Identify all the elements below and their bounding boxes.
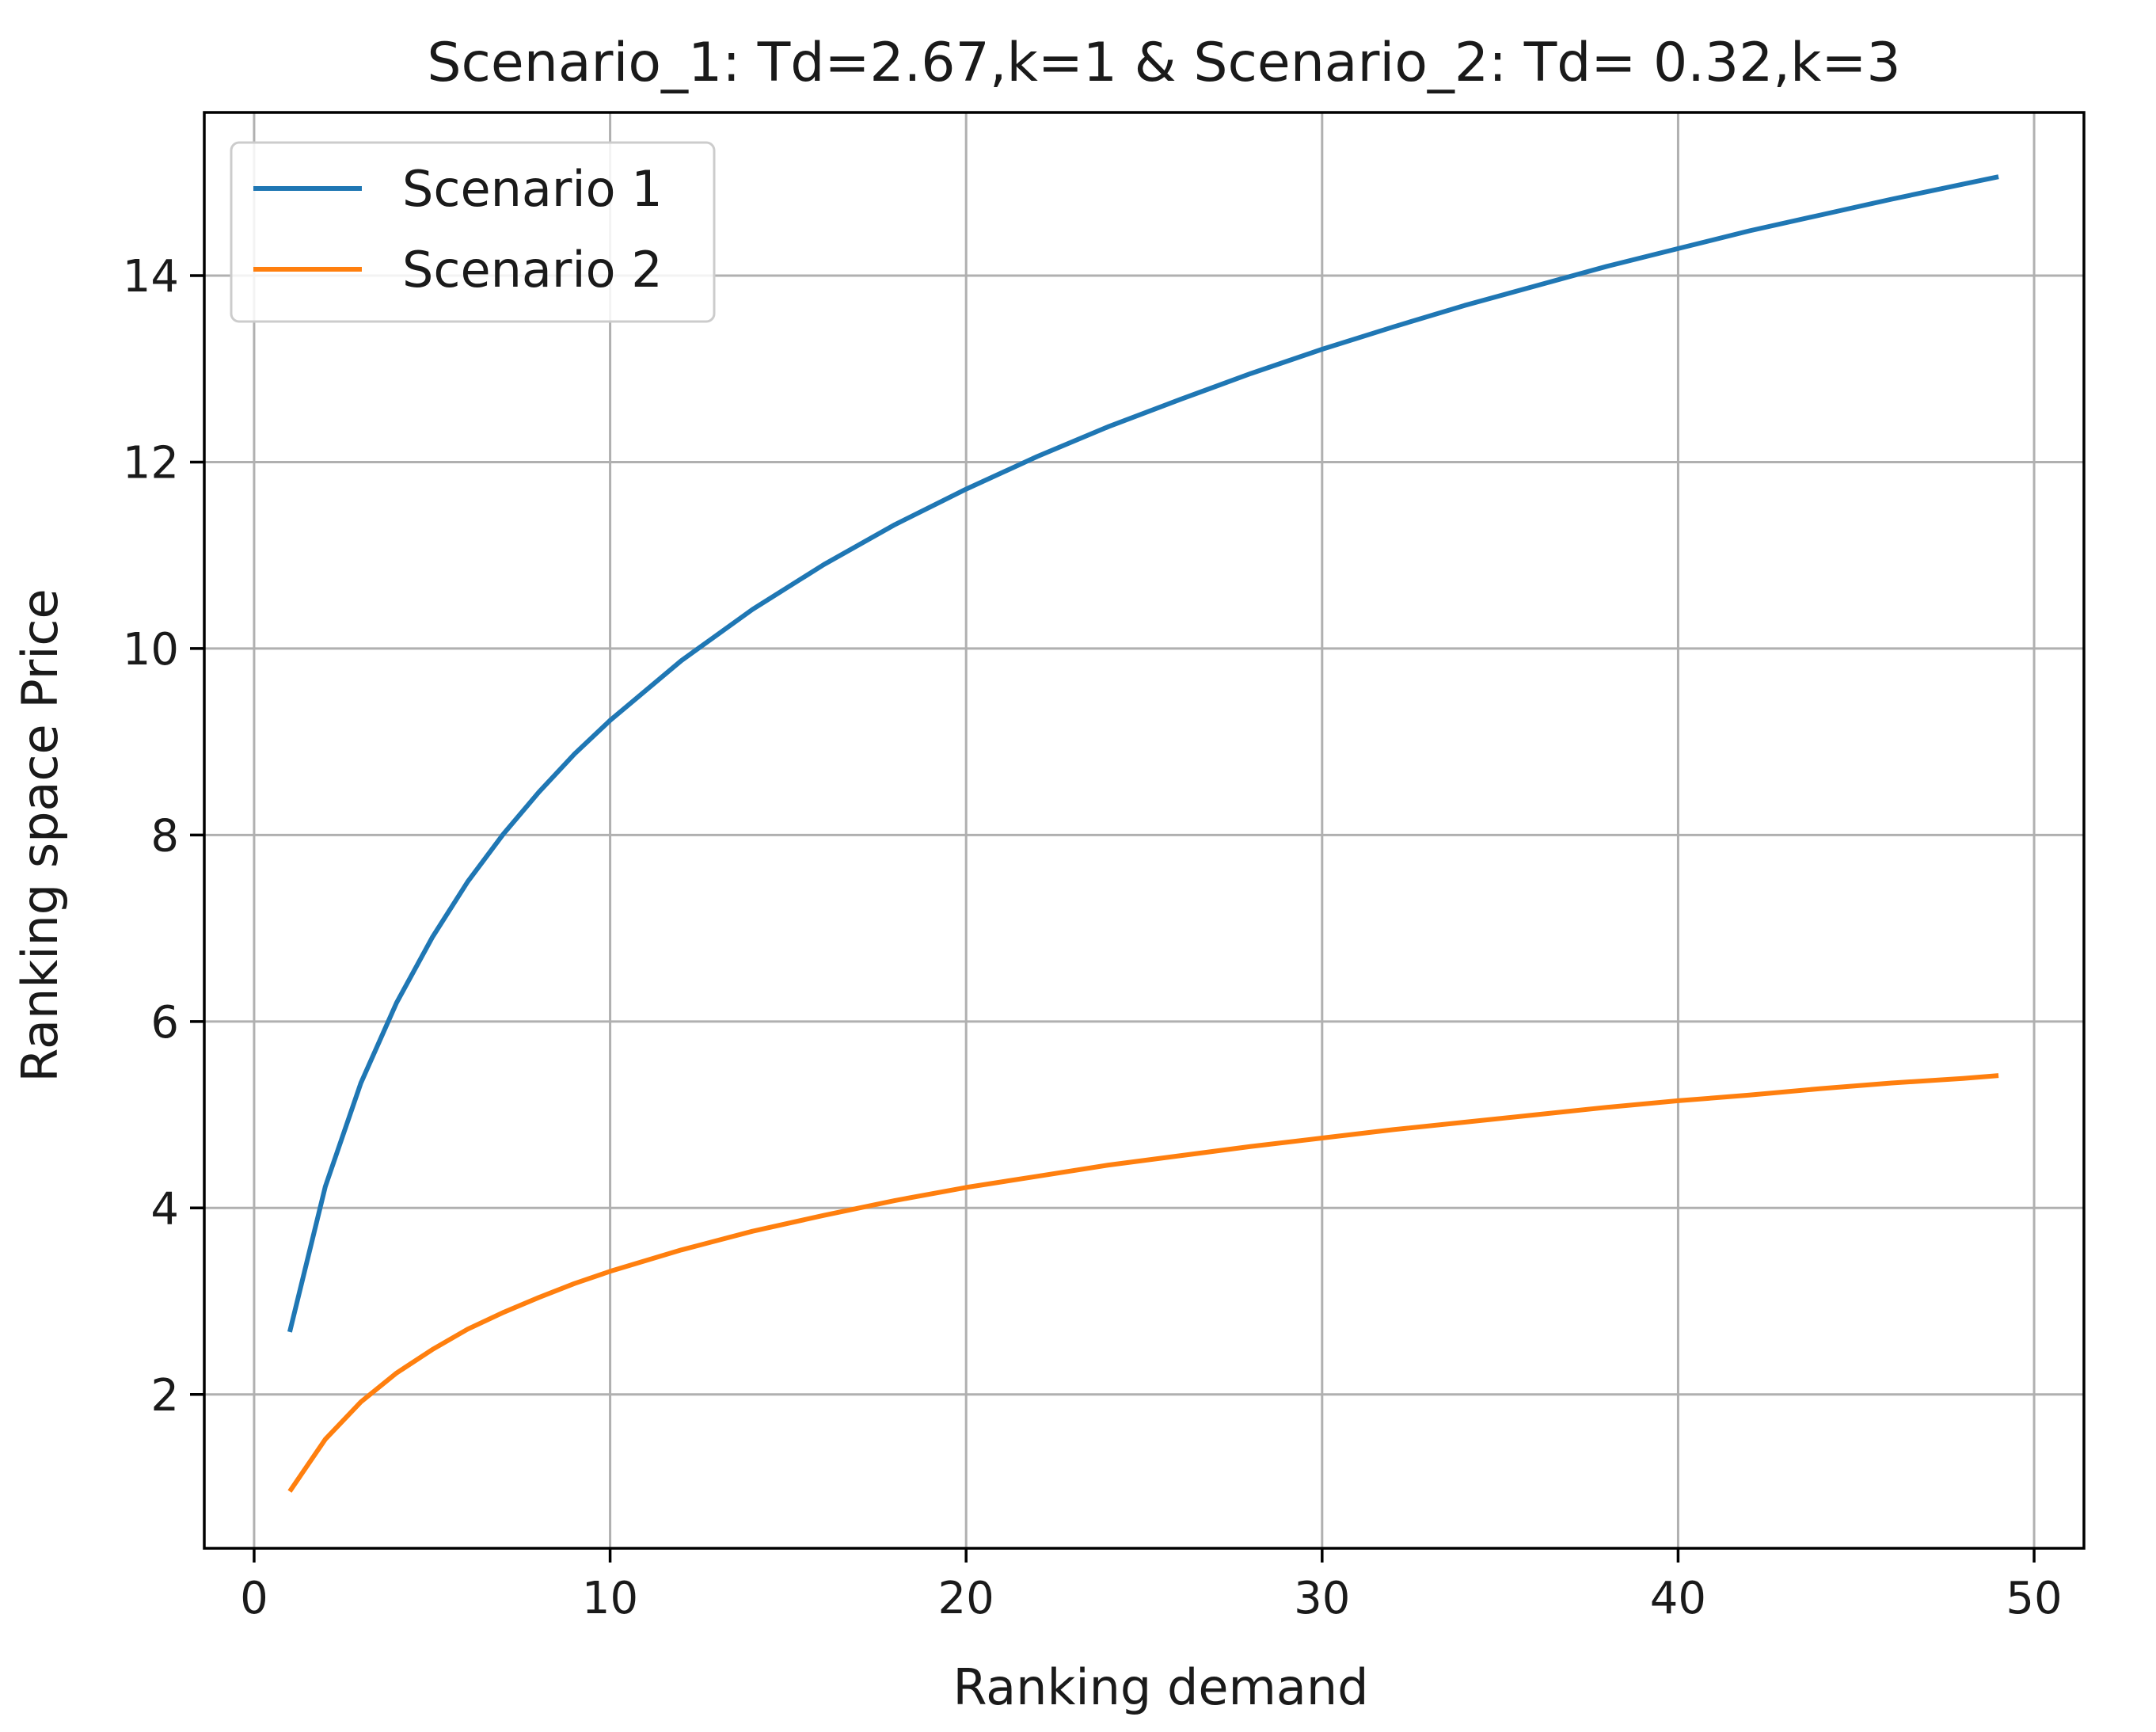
- x-tick-label: 30: [1294, 1573, 1350, 1624]
- legend: Scenario 1 Scenario 2: [230, 141, 716, 323]
- chart-title: Scenario_1: Td=2.67,k=1 & Scenario_2: Td…: [427, 32, 1900, 94]
- y-tick-label: 4: [150, 1183, 179, 1235]
- y-axis-label: Ranking space Price: [11, 588, 69, 1082]
- series-line-1: [287, 174, 1999, 1333]
- legend-label: Scenario 2: [402, 241, 663, 299]
- y-tick-label: 2: [150, 1370, 179, 1422]
- y-tick-label: 14: [123, 251, 179, 303]
- x-tick-label: 50: [2006, 1573, 2062, 1624]
- series-group: [287, 174, 1999, 1493]
- x-tick-label: 0: [240, 1573, 268, 1624]
- y-tick-label: 8: [150, 810, 179, 862]
- series-line-2: [287, 1073, 1999, 1493]
- x-tick-label: 10: [582, 1573, 638, 1624]
- x-axis-label: Ranking demand: [953, 1658, 1368, 1716]
- legend-label: Scenario 1: [402, 160, 663, 218]
- y-tick-label: 12: [123, 437, 179, 489]
- axis-ticks: 0 10 20 30 40 50 2 4 6 8 10 12 14: [123, 251, 2063, 1624]
- x-tick-label: 40: [1650, 1573, 1706, 1624]
- grid: [204, 112, 2084, 1548]
- y-tick-label: 6: [150, 997, 179, 1049]
- y-tick-label: 10: [123, 624, 179, 676]
- plot-frame: [203, 111, 2086, 1550]
- x-tick-label: 20: [938, 1573, 994, 1624]
